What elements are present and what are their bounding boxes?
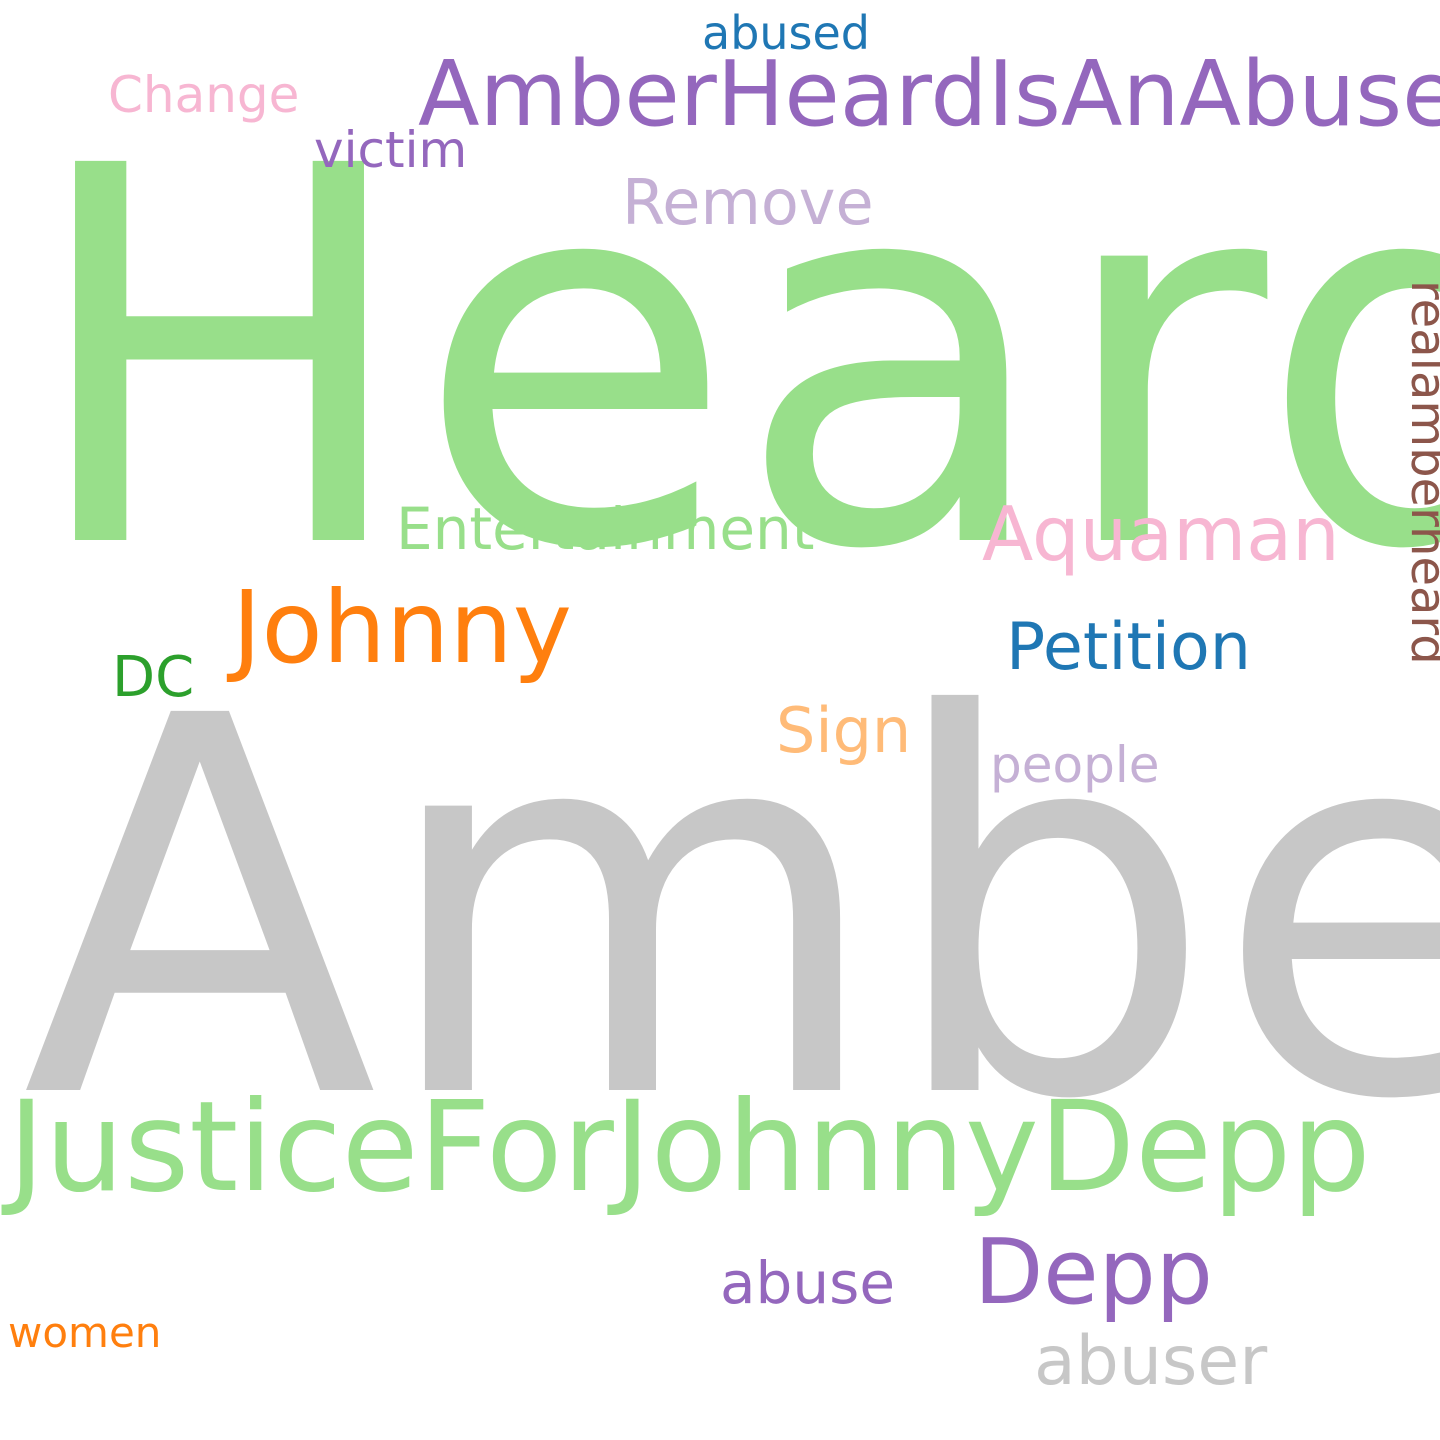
word-amber: Amber: [22, 607, 1440, 1213]
word-abused: abused: [702, 6, 871, 60]
word-amberheard-is-an-abuser: AmberHeardIsAnAbuser: [418, 42, 1440, 147]
word-dc: DC: [112, 645, 195, 710]
word-abuser: abuser: [1034, 1322, 1268, 1401]
word-women: women: [8, 1308, 162, 1357]
word-realamberheard: realamberheard: [1400, 280, 1440, 665]
word-johnny: Johnny: [232, 569, 572, 686]
word-heard: Heard: [24, 57, 1440, 663]
word-aquaman: Aquaman: [982, 490, 1340, 578]
word-entertainment: Entertainment: [396, 495, 815, 563]
word-victim: victim: [314, 121, 468, 179]
word-petition: Petition: [1006, 610, 1251, 685]
word-people: people: [990, 736, 1160, 794]
word-sign: Sign: [776, 694, 912, 767]
word-abuse: abuse: [720, 1249, 896, 1317]
word-remove: Remove: [622, 166, 874, 239]
word-depp: Depp: [974, 1220, 1213, 1325]
word-justicefor-johnnydepp: JusticeForJohnnyDepp: [8, 1075, 1371, 1220]
word-change: Change: [108, 66, 300, 124]
